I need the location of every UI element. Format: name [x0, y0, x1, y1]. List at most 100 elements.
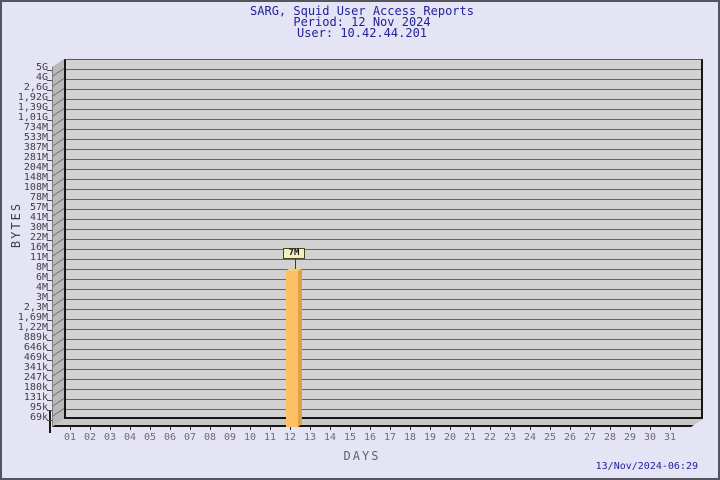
wall-gridline [53, 408, 64, 417]
y-tick-label: 247k [23, 372, 48, 383]
gridline [66, 189, 701, 190]
y-tick-label: 281M [23, 152, 48, 163]
x-tick-mark [370, 426, 371, 430]
y-tick-mark [47, 260, 52, 261]
x-tick-label: 16 [363, 432, 377, 443]
x-tick-label: 09 [223, 432, 237, 443]
wall-gridline [53, 108, 64, 117]
x-tick-label: 01 [63, 432, 77, 443]
y-tick-label: 341k [23, 362, 48, 373]
wall-gridline [53, 378, 64, 387]
y-tick-mark [47, 360, 52, 361]
x-tick-mark [290, 426, 291, 430]
x-tick-label: 07 [183, 432, 197, 443]
gridline [66, 289, 701, 290]
gridline [66, 159, 701, 160]
y-tick-mark [47, 400, 52, 401]
x-tick-mark [110, 426, 111, 430]
wall-gridline [53, 288, 64, 297]
chart-user: User: 10.42.44.201 [296, 26, 428, 40]
x-tick-label: 22 [483, 432, 497, 443]
y-tick-mark [47, 220, 52, 221]
wall-gridline [53, 188, 64, 197]
y-tick-label: 180k [23, 382, 48, 393]
y-tick-label: 2,6G [23, 82, 48, 93]
x-tick-mark [470, 426, 471, 430]
x-tick-mark [130, 426, 131, 430]
bar-value-connector-line [295, 259, 296, 269]
gridline [66, 139, 701, 140]
wall-gridline [53, 248, 64, 257]
chart-title-block: SARG, Squid User Access Reports Period: … [2, 5, 718, 40]
y-tick-mark [47, 380, 52, 381]
wall-gridline [53, 268, 64, 277]
x-tick-mark [410, 426, 411, 430]
x-tick-mark [390, 426, 391, 430]
x-tick-mark [650, 426, 651, 430]
gridline [66, 379, 701, 380]
y-tick-mark [47, 180, 52, 181]
x-tick-mark [170, 426, 171, 430]
x-tick-label: 17 [383, 432, 397, 443]
x-tick-mark [310, 426, 311, 430]
x-tick-mark [570, 426, 571, 430]
x-tick-label: 08 [203, 432, 217, 443]
y-tick-mark [47, 230, 52, 231]
plot-area [64, 59, 703, 419]
x-tick-label: 27 [583, 432, 597, 443]
wall-gridline [53, 358, 64, 367]
y-tick-label: 69k [29, 412, 48, 423]
x-tick-label: 03 [103, 432, 117, 443]
y-tick-label: 646k [23, 342, 48, 353]
x-tick-label: 05 [143, 432, 157, 443]
y-tick-mark [47, 420, 52, 421]
wall-gridline [53, 368, 64, 377]
x-tick-mark [670, 426, 671, 430]
x-tick-label: 02 [83, 432, 97, 443]
y-tick-mark [47, 80, 52, 81]
y-tick-mark [47, 130, 52, 131]
y-tick-mark [47, 390, 52, 391]
wall-gridline [53, 208, 64, 217]
y-tick-label: 11M [29, 252, 48, 263]
x-tick-mark [510, 426, 511, 430]
gridline [66, 259, 701, 260]
gridline [66, 169, 701, 170]
x-tick-label: 30 [643, 432, 657, 443]
gridline [66, 239, 701, 240]
y-tick-mark [47, 300, 52, 301]
y-tick-label: 5G [35, 62, 48, 73]
x-tick-mark [190, 426, 191, 430]
x-tick-label: 04 [123, 432, 137, 443]
wall-gridline [53, 398, 64, 407]
x-tick-mark [550, 426, 551, 430]
chart-period: Period: 12 Nov 2024 [293, 15, 431, 29]
y-tick-mark [47, 150, 52, 151]
wall-gridline [53, 298, 64, 307]
gridline [66, 369, 701, 370]
y-tick-mark [47, 120, 52, 121]
x-tick-mark [210, 426, 211, 430]
x-tick-label: 13 [303, 432, 317, 443]
x-tick-label: 11 [263, 432, 277, 443]
gridline [66, 119, 701, 120]
gridline [66, 299, 701, 300]
x-tick-label: 12 [283, 432, 297, 443]
y-tick-label: 1,69M [17, 312, 48, 323]
x-tick-label: 29 [623, 432, 637, 443]
wall-gridline [53, 148, 64, 157]
x-tick-label: 20 [443, 432, 457, 443]
y-tick-label: 4M [35, 282, 48, 293]
y-tick-mark [47, 350, 52, 351]
gridline [66, 129, 701, 130]
gridline [66, 309, 701, 310]
y-tick-label: 22M [29, 232, 48, 243]
gridline [66, 359, 701, 360]
y-tick-label: 734M [23, 122, 48, 133]
x-tick-mark [590, 426, 591, 430]
y-axis-title: BYTES [9, 201, 23, 249]
y-tick-label: 78M [29, 192, 48, 203]
y-tick-mark [47, 310, 52, 311]
y-tick-label: 387M [23, 142, 48, 153]
gridline [66, 179, 701, 180]
